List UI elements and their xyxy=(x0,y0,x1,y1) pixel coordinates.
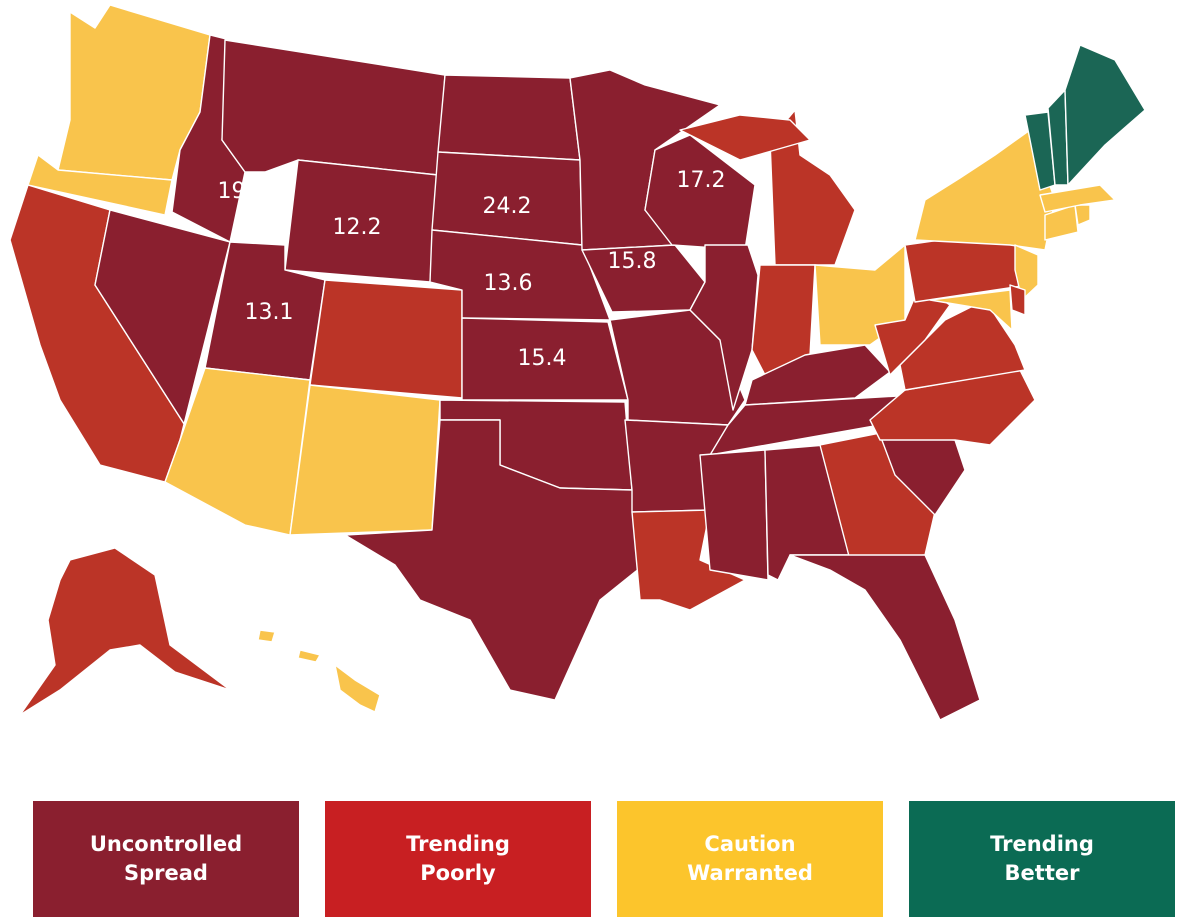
map-value-label-id: 19.8 xyxy=(218,179,267,204)
state-ma xyxy=(1039,184,1116,213)
legend-label-line1: Trending xyxy=(990,832,1094,856)
map-value-label-ia: 15.8 xyxy=(608,249,657,274)
state-co xyxy=(309,279,463,399)
legend-label-line2: Spread xyxy=(124,861,208,885)
state-az xyxy=(164,367,311,536)
state-ri xyxy=(1074,204,1091,226)
state-mt xyxy=(221,39,446,176)
map-value-label-ne: 13.6 xyxy=(484,271,533,296)
state-nm xyxy=(289,384,441,536)
legend-item-trending-poorly: Trending Poorly xyxy=(325,801,591,917)
legend-label-line2: Better xyxy=(1004,861,1080,885)
legend-label-line2: Poorly xyxy=(420,861,496,885)
map-value-label-ks: 15.4 xyxy=(518,346,567,371)
state-md xyxy=(929,289,1013,331)
state-tx xyxy=(344,419,651,701)
map-value-label-sd: 24.2 xyxy=(483,194,532,219)
us-state-map-svg: 19.8 12.2 13.1 24.2 13.6 15.4 15.8 17.2 xyxy=(9,4,1146,721)
state-ak xyxy=(19,547,231,716)
state-nj xyxy=(1014,244,1039,301)
map-value-label-ut: 13.1 xyxy=(245,300,294,325)
legend-label-line1: Caution xyxy=(704,832,796,856)
state-ms xyxy=(699,449,769,581)
legend-label-line1: Uncontrolled xyxy=(89,832,243,856)
state-de xyxy=(1009,284,1026,316)
legend-item-caution-warranted: Caution Warranted xyxy=(617,801,883,917)
state-or xyxy=(27,154,173,216)
legend-label-line2: Warranted xyxy=(687,861,813,885)
legend-label-line1: Trending xyxy=(406,832,510,856)
state-me xyxy=(1064,44,1146,186)
map-value-label-wy: 12.2 xyxy=(333,215,382,240)
legend-item-trending-better: Trending Better xyxy=(909,801,1175,917)
legend-item-uncontrolled-spread: Uncontrolled Spread xyxy=(33,801,299,917)
us-state-map: 19.8 12.2 13.1 24.2 13.6 15.4 15.8 17.2 xyxy=(9,4,1146,721)
state-il xyxy=(689,244,759,411)
state-hi xyxy=(257,629,276,643)
state-wv xyxy=(874,284,951,376)
state-hi xyxy=(297,649,321,663)
state-mi xyxy=(679,114,811,161)
state-hi xyxy=(334,664,381,713)
state-nd xyxy=(437,74,581,161)
state-fl xyxy=(789,554,981,721)
map-value-label-wi: 17.2 xyxy=(677,168,726,193)
state-va xyxy=(899,299,1026,391)
